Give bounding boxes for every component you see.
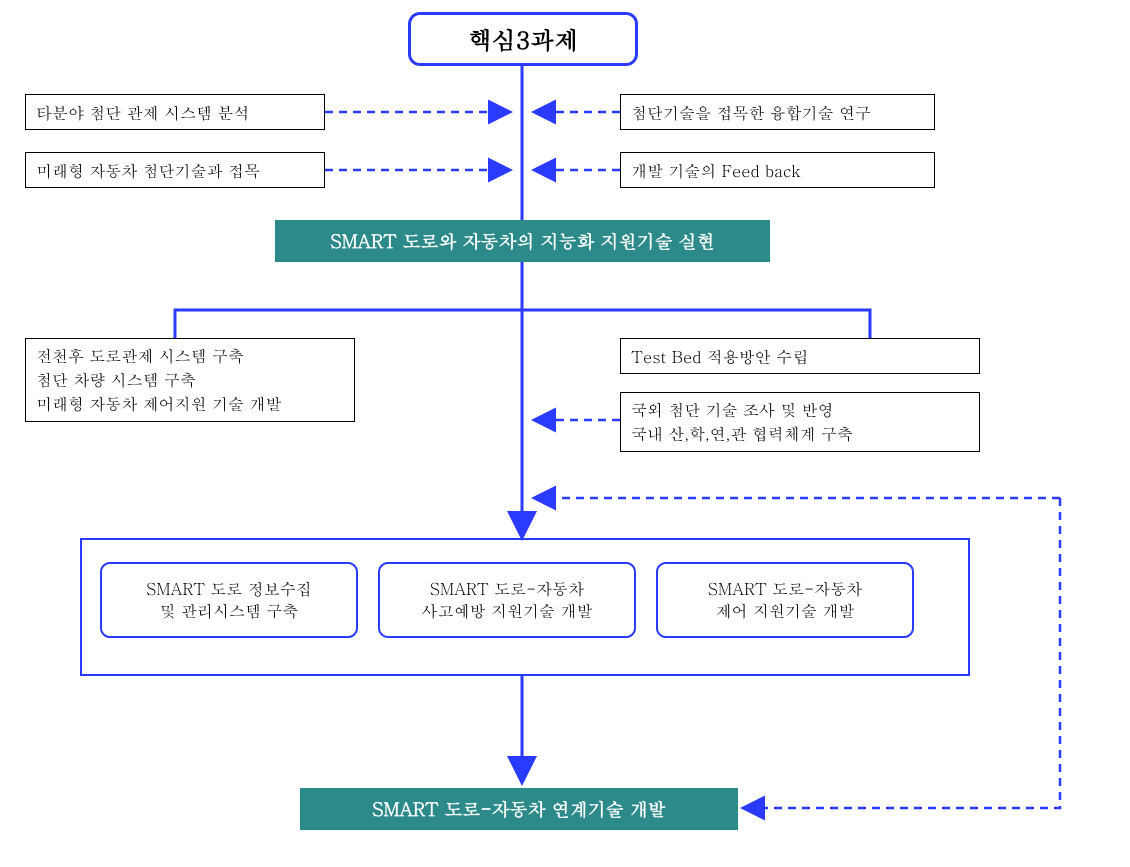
input-left-2: 미래형 자동차 첨단기술과 접목: [25, 152, 325, 188]
line: SMART 도로-자동차: [430, 578, 584, 600]
header-box: 핵심3과제: [408, 12, 638, 66]
blue-box-3: SMART 도로-자동차 제어 지원기술 개발: [656, 562, 914, 638]
label: Test Bed 적용방안 수립: [631, 345, 808, 368]
line: 및 관리시스템 구축: [160, 600, 299, 622]
line: 미래형 자동차 제어지원 기술 개발: [36, 392, 281, 416]
line: 전천후 도로관제 시스템 구축: [36, 344, 244, 368]
input-right-1: 첨단기술을 접목한 융합기술 연구: [620, 94, 935, 130]
label: 개발 기술의 Feed back: [631, 159, 801, 182]
label: 첨단기술을 접목한 융합기술 연구: [631, 101, 871, 124]
header-title: 핵심3과제: [468, 22, 578, 56]
line: 제어 지원기술 개발: [716, 600, 855, 622]
label: 타분야 첨단 관제 시스템 분석: [36, 101, 249, 124]
blue-box-1: SMART 도로 정보수집 및 관리시스템 구축: [100, 562, 358, 638]
label: SMART 도로와 자동차의 지능화 지원기술 실현: [330, 229, 714, 254]
label: SMART 도로-자동차 연계기술 개발: [372, 797, 665, 822]
input-left-1: 타분야 첨단 관제 시스템 분석: [25, 94, 325, 130]
mid-right-top-box: Test Bed 적용방안 수립: [620, 338, 980, 374]
line: 국내 산,학,연,관 협력체계 구축: [631, 422, 853, 446]
line: SMART 도로-자동차: [708, 578, 862, 600]
line: 국외 첨단 기술 조사 및 반영: [631, 398, 834, 422]
mid-right-bot-box: 국외 첨단 기술 조사 및 반영 국내 산,학,연,관 협력체계 구축: [620, 392, 980, 452]
label: 미래형 자동차 첨단기술과 접목: [36, 159, 260, 182]
line: SMART 도로 정보수집: [146, 578, 312, 600]
teal-bottom-box: SMART 도로-자동차 연계기술 개발: [300, 788, 738, 830]
input-right-2: 개발 기술의 Feed back: [620, 152, 935, 188]
line: 사고예방 지원기술 개발: [422, 600, 593, 622]
line: 첨단 차량 시스템 구축: [36, 368, 196, 392]
mid-left-box: 전천후 도로관제 시스템 구축 첨단 차량 시스템 구축 미래형 자동차 제어지…: [25, 338, 355, 422]
flowchart-root: 핵심3과제 타분야 첨단 관제 시스템 분석 첨단기술을 접목한 융합기술 연구…: [0, 0, 1130, 867]
blue-box-2: SMART 도로-자동차 사고예방 지원기술 개발: [378, 562, 636, 638]
teal-mid-box: SMART 도로와 자동차의 지능화 지원기술 실현: [275, 220, 770, 262]
